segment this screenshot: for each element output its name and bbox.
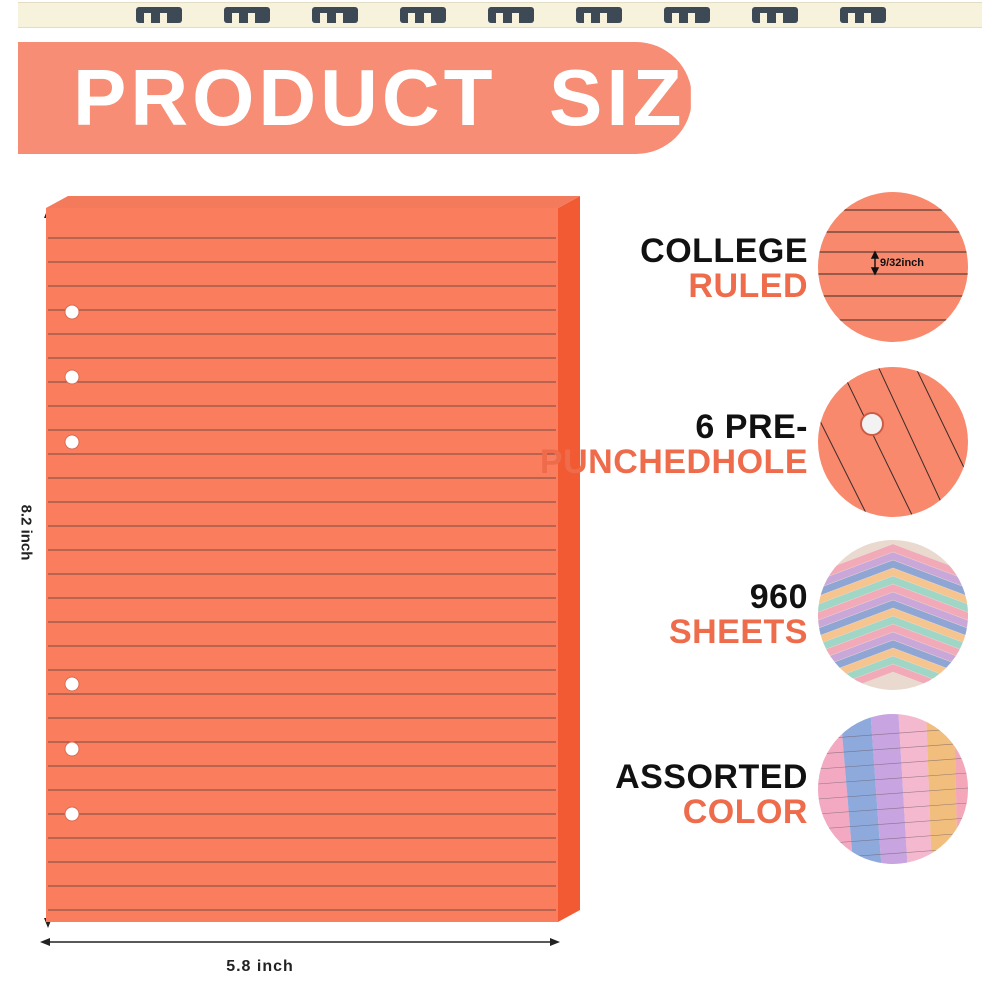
notepad-page	[46, 208, 558, 922]
feature-label-line1: 6 PRE-	[695, 408, 808, 446]
binder-ring-icon	[576, 7, 622, 27]
college-ruled-circle: 9/32inch	[818, 192, 968, 342]
binder-ring-icon	[400, 7, 446, 27]
rule-lines	[48, 237, 556, 911]
feature-assorted-color: ASSORTED COLOR	[615, 760, 808, 830]
sheets-stack-circle	[818, 540, 968, 690]
binder-rings	[136, 7, 886, 27]
feature-label-line1: ASSORTED	[615, 758, 808, 796]
binder-ring-icon	[488, 7, 534, 27]
title-banner: PRODUCT SIZE	[18, 42, 739, 154]
feature-sheets: 960 SHEETS	[669, 580, 808, 650]
page-title: PRODUCT SIZE	[73, 53, 743, 142]
feature-label-line2: COLOR	[682, 793, 808, 831]
binder-ring-icon	[312, 7, 358, 27]
punch-hole-icon	[64, 676, 80, 692]
punch-hole-icon	[64, 806, 80, 822]
arrow-icon	[870, 250, 880, 276]
width-dimension-arrow	[40, 938, 560, 946]
height-label: 8.2 inch	[17, 504, 35, 561]
punch-hole-icon	[64, 434, 80, 450]
feature-label-line2: RULED	[688, 267, 808, 305]
binder-strip	[18, 2, 982, 28]
feature-college-ruled: COLLEGE RULED	[640, 234, 808, 304]
feature-label-line1: 960	[749, 578, 808, 616]
notepad-illustration	[46, 196, 580, 922]
punch-hole-icon	[860, 412, 884, 436]
feature-label-line2: PUNCHEDHOLE	[539, 443, 808, 481]
binder-ring-icon	[664, 7, 710, 27]
punch-hole-icon	[64, 304, 80, 320]
punch-hole-icon	[64, 741, 80, 757]
feature-label-line1: COLLEGE	[640, 232, 808, 270]
ruling-spacing-label: 9/32inch	[880, 257, 925, 269]
feature-prepunched: 6 PRE- PUNCHEDHOLE	[540, 410, 808, 480]
binder-ring-icon	[752, 7, 798, 27]
notepad-side-edge	[558, 196, 580, 922]
width-label: 5.8 inch	[226, 958, 294, 975]
binder-ring-icon	[224, 7, 270, 27]
notepad-top-edge	[46, 196, 580, 208]
punch-hole-icon	[64, 369, 80, 385]
prepunched-circle	[818, 367, 968, 517]
binder-ring-icon	[136, 7, 182, 27]
feature-label-line2: SHEETS	[668, 613, 808, 651]
binder-ring-icon	[840, 7, 886, 27]
assorted-color-circle	[818, 714, 968, 864]
